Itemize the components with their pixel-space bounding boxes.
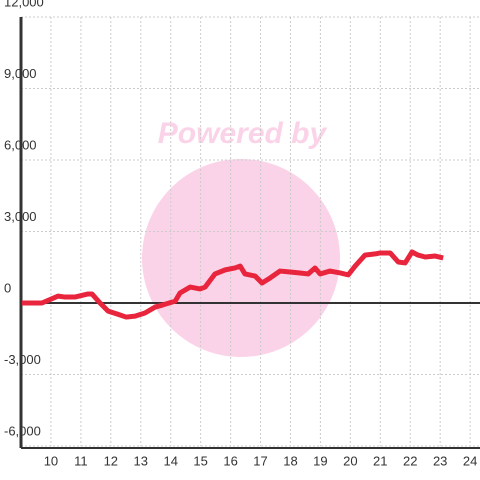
x-tick-label: 17 — [253, 453, 267, 468]
x-tick-label: 16 — [223, 453, 237, 468]
x-tick-label: 20 — [343, 453, 357, 468]
x-tick-label: 11 — [74, 453, 88, 468]
x-tick-label: 12 — [104, 453, 118, 468]
x-tick-label: 18 — [283, 453, 297, 468]
watermark-logo — [142, 159, 340, 357]
x-tick-label: 15 — [193, 453, 207, 468]
x-tick-label: 13 — [134, 453, 148, 468]
x-tick-label: 19 — [313, 453, 327, 468]
y-tick-label: 0 — [4, 280, 11, 295]
x-tick-label: 10 — [44, 453, 58, 468]
x-tick-label: 21 — [373, 453, 387, 468]
line — [21, 249, 444, 320]
x-tick-label: 22 — [403, 453, 417, 468]
x-tick-label: 24 — [463, 453, 477, 468]
x-tick-label: 14 — [163, 453, 177, 468]
watermark-text: Powered by — [158, 117, 328, 150]
y-tick-label: 12,000 — [4, 0, 44, 9]
x-tick-label: 23 — [433, 453, 447, 468]
